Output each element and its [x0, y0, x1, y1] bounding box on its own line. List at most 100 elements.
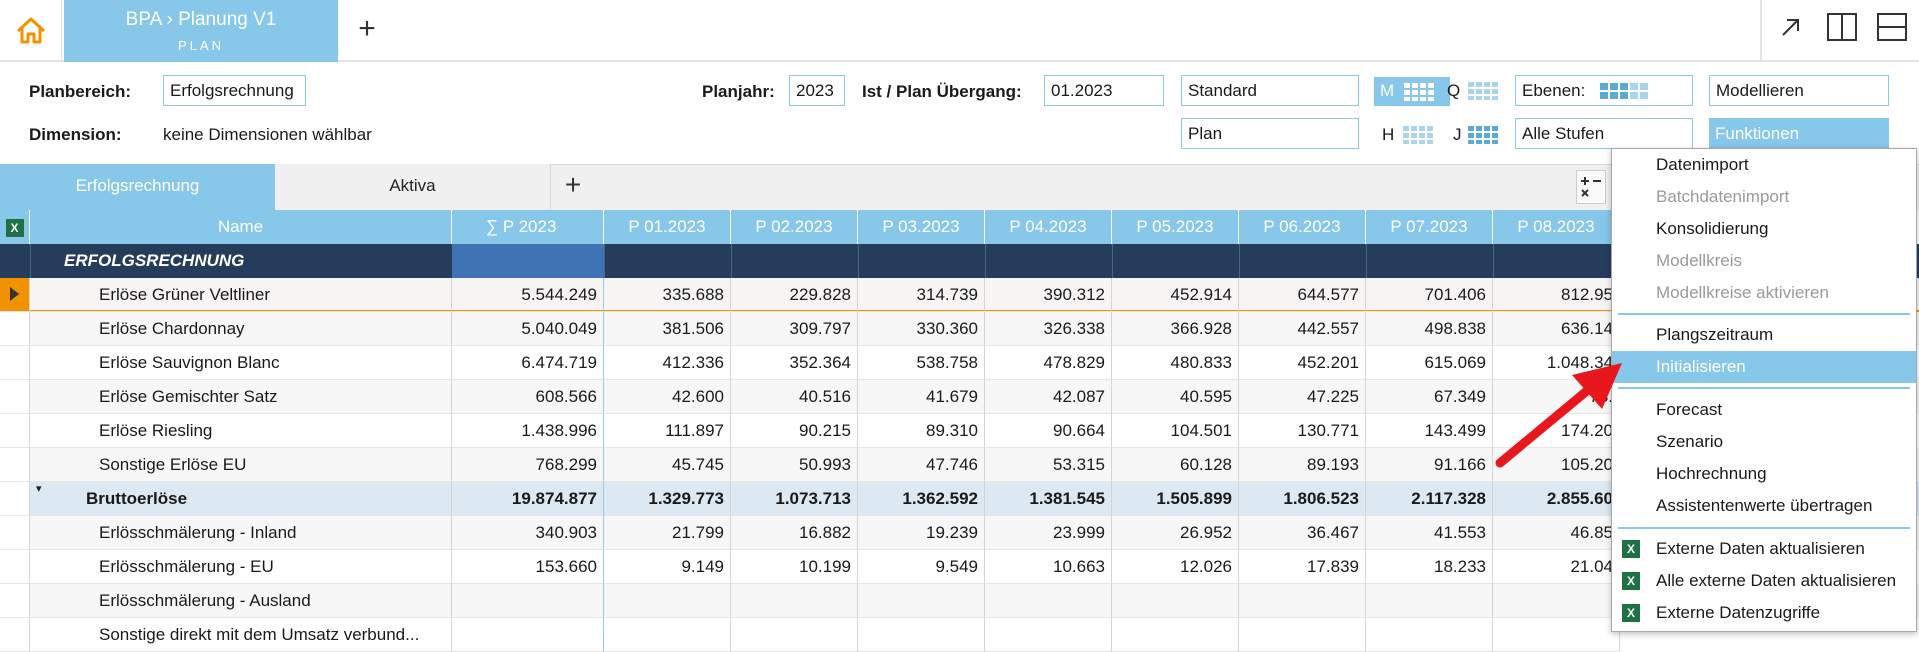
- month-value-cell[interactable]: 47.746: [858, 448, 985, 482]
- split-horizontal-icon[interactable]: [1876, 12, 1908, 42]
- period-toggle-month[interactable]: M: [1374, 77, 1450, 106]
- month-value-cell[interactable]: 50.993: [731, 448, 858, 482]
- row-selector[interactable]: [0, 448, 30, 482]
- month-value-cell[interactable]: [985, 618, 1112, 652]
- month-value-cell[interactable]: 390.312: [985, 278, 1112, 312]
- sum-value-cell[interactable]: 768.299: [452, 448, 604, 482]
- month-value-cell[interactable]: 326.338: [985, 312, 1112, 346]
- month-value-cell[interactable]: 21.799: [604, 516, 731, 550]
- menu-item-forecast[interactable]: Forecast: [1656, 400, 1723, 419]
- month-value-cell[interactable]: 41.553: [1366, 516, 1493, 550]
- month-value-cell[interactable]: 10.199: [731, 550, 858, 584]
- month-value-cell[interactable]: 47.225: [1239, 380, 1366, 414]
- month-value-cell[interactable]: 335.688: [604, 278, 731, 312]
- month-value-cell[interactable]: 314.739: [858, 278, 985, 312]
- sum-value-cell[interactable]: [452, 584, 604, 618]
- column-header-sum-2023[interactable]: ∑ P 2023: [452, 210, 604, 244]
- month-value-cell[interactable]: 89.310: [858, 414, 985, 448]
- menu-item-assistentenwerte[interactable]: Assistentenwerte übertragen: [1656, 496, 1873, 515]
- month-value-cell[interactable]: 21.04: [1493, 550, 1620, 584]
- excel-export-cell[interactable]: X: [0, 210, 30, 244]
- row-selector[interactable]: [0, 346, 30, 380]
- table-row[interactable]: Erlösschmälerung - EU 153.660 9.149 10.199 9…: [0, 550, 1919, 584]
- table-row[interactable]: Erlösschmälerung - Inland 340.903 21.799 16…: [0, 516, 1919, 550]
- sum-value-cell[interactable]: 340.903: [452, 516, 604, 550]
- menu-item-hochrechnung[interactable]: Hochrechnung: [1656, 464, 1767, 483]
- month-value-cell[interactable]: [604, 618, 731, 652]
- sum-value-cell[interactable]: 608.566: [452, 380, 604, 414]
- table-row[interactable]: Erlöse Chardonnay 5.040.049 381.506 309.797…: [0, 312, 1919, 346]
- month-value-cell[interactable]: 53.315: [985, 448, 1112, 482]
- month-value-cell[interactable]: 42.087: [985, 380, 1112, 414]
- column-header-p07[interactable]: P 07.2023: [1366, 210, 1493, 244]
- funktionen-button[interactable]: Funktionen: [1709, 118, 1889, 149]
- period-quarter-label[interactable]: Q: [1447, 81, 1461, 100]
- month-value-cell[interactable]: 480.833: [1112, 346, 1239, 380]
- month-value-cell[interactable]: 644.577: [1239, 278, 1366, 312]
- month-value-cell[interactable]: 16.882: [731, 516, 858, 550]
- month-value-cell[interactable]: [604, 584, 731, 618]
- month-value-cell[interactable]: 89.193: [1239, 448, 1366, 482]
- table-row[interactable]: Erlöse Riesling 1.438.996 111.897 90.215 89.…: [0, 414, 1919, 448]
- month-value-cell[interactable]: 23.999: [985, 516, 1112, 550]
- row-selector[interactable]: [0, 482, 30, 516]
- month-value-cell[interactable]: 478.829: [985, 346, 1112, 380]
- month-value-cell[interactable]: [1493, 618, 1620, 652]
- month-value-cell[interactable]: 18.233: [1366, 550, 1493, 584]
- collapse-triangle-icon[interactable]: ▾: [36, 483, 42, 495]
- menu-item-modellkreise-aktivieren[interactable]: Modellkreise aktivieren: [1656, 283, 1829, 302]
- column-header-p01[interactable]: P 01.2023: [604, 210, 731, 244]
- month-value-cell[interactable]: [1366, 584, 1493, 618]
- column-header-p04[interactable]: P 04.2023: [985, 210, 1112, 244]
- row-selector[interactable]: [0, 414, 30, 448]
- month-value-cell[interactable]: 42.600: [604, 380, 731, 414]
- month-value-cell[interactable]: 46.85: [1493, 516, 1620, 550]
- menu-item-initialisieren[interactable]: Initialisieren: [1612, 351, 1916, 383]
- row-selector[interactable]: [0, 550, 30, 584]
- month-value-cell[interactable]: 615.069: [1366, 346, 1493, 380]
- month-value-cell[interactable]: 352.364: [731, 346, 858, 380]
- sum-value-cell[interactable]: 1.438.996: [452, 414, 604, 448]
- month-value-cell[interactable]: [1112, 618, 1239, 652]
- month-value-cell[interactable]: 452.914: [1112, 278, 1239, 312]
- month-value-cell[interactable]: 9.149: [604, 550, 731, 584]
- month-value-cell[interactable]: [858, 618, 985, 652]
- month-value-cell[interactable]: 67.349: [1366, 380, 1493, 414]
- modellieren-select[interactable]: Modellieren: [1709, 75, 1889, 106]
- month-value-cell[interactable]: 442.557: [1239, 312, 1366, 346]
- split-vertical-icon[interactable]: [1826, 12, 1858, 42]
- month-value-cell[interactable]: 9.549: [858, 550, 985, 584]
- month-value-cell[interactable]: 1.806.523: [1239, 482, 1366, 516]
- table-row[interactable]: Erlösschmälerung - Ausland: [0, 584, 1919, 618]
- month-value-cell[interactable]: [1366, 618, 1493, 652]
- month-value-cell[interactable]: [1239, 618, 1366, 652]
- calculator-button[interactable]: [1576, 170, 1606, 204]
- uebergang-field[interactable]: 01.2023: [1044, 75, 1164, 106]
- month-value-cell[interactable]: 130.771: [1239, 414, 1366, 448]
- month-value-cell[interactable]: 498.838: [1366, 312, 1493, 346]
- month-value-cell[interactable]: [985, 584, 1112, 618]
- sum-value-cell[interactable]: 5.040.049: [452, 312, 604, 346]
- month-value-cell[interactable]: [1112, 584, 1239, 618]
- column-header-name[interactable]: Name: [30, 210, 452, 244]
- row-selector[interactable]: [0, 312, 30, 346]
- month-value-cell[interactable]: 229.828: [731, 278, 858, 312]
- tab-aktiva[interactable]: Aktiva: [275, 164, 551, 210]
- month-value-cell[interactable]: 90.664: [985, 414, 1112, 448]
- menu-item-konsolidierung[interactable]: Konsolidierung: [1656, 219, 1769, 238]
- month-value-cell[interactable]: [731, 618, 858, 652]
- month-value-cell[interactable]: 1.073.713: [731, 482, 858, 516]
- month-value-cell[interactable]: 143.499: [1366, 414, 1493, 448]
- month-value-cell[interactable]: 60.128: [1112, 448, 1239, 482]
- menu-item-externe-datenzugriffe[interactable]: X Externe Datenzugriffe: [1612, 597, 1916, 629]
- month-value-cell[interactable]: 41.679: [858, 380, 985, 414]
- table-row[interactable]: Sonstige Erlöse EU 768.299 45.745 50.993 47.…: [0, 448, 1919, 482]
- month-value-cell[interactable]: 812.95: [1493, 278, 1620, 312]
- month-value-cell[interactable]: 10.663: [985, 550, 1112, 584]
- menu-item-alle-externe-daten[interactable]: X Alle externe Daten aktualisieren: [1612, 565, 1916, 597]
- month-value-cell[interactable]: 40.516: [731, 380, 858, 414]
- menu-item-batchdatenimport[interactable]: Batchdatenimport: [1656, 187, 1790, 206]
- sum-value-cell[interactable]: 19.874.877: [452, 482, 604, 516]
- planbereich-field[interactable]: Erfolgsrechnung: [163, 75, 306, 106]
- month-value-cell[interactable]: 45.745: [604, 448, 731, 482]
